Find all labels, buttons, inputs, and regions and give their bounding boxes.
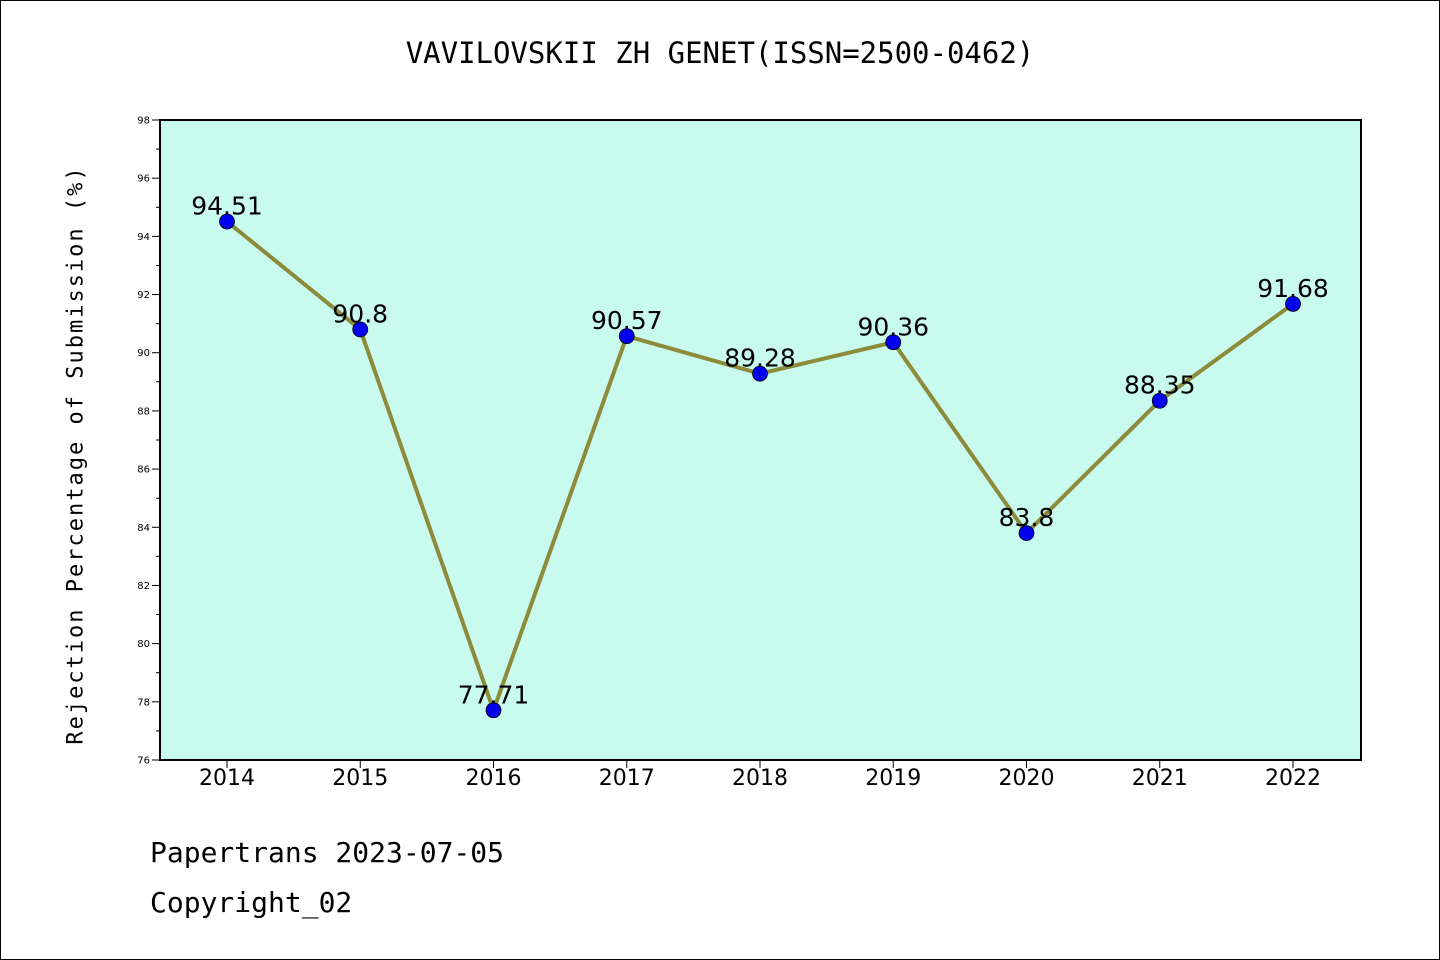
x-tick-label: 2021 — [1132, 766, 1188, 791]
x-tick-label: 2020 — [999, 766, 1055, 791]
data-point — [219, 213, 235, 230]
data-point — [1018, 525, 1035, 541]
plot-area — [159, 119, 1362, 761]
data-label: 94.51 — [191, 192, 263, 221]
y-tick-label: 78 — [137, 697, 150, 708]
data-point — [1151, 392, 1168, 409]
data-label: 83.8 — [999, 503, 1055, 532]
footer-date: Papertrans 2023-07-05 — [150, 836, 505, 869]
data-label: 88.35 — [1124, 371, 1196, 400]
data-point — [885, 334, 902, 351]
y-tick-label: 76 — [137, 756, 150, 767]
y-tick-label: 88 — [137, 406, 150, 417]
x-tick-label: 2022 — [1265, 766, 1321, 791]
x-tick-label: 2017 — [599, 766, 655, 791]
y-axis: 76 78 80 82 84 86 88 90 92 94 96 98 — [137, 116, 160, 767]
x-tick-label: 2016 — [466, 766, 522, 791]
data-label: 90.36 — [857, 312, 929, 341]
y-tick-label: 84 — [137, 523, 150, 534]
y-tick-label: 80 — [137, 639, 150, 650]
y-tick-label: 96 — [137, 174, 150, 185]
data-label: 91.68 — [1257, 274, 1329, 303]
data-label: 77.71 — [458, 680, 530, 709]
x-tick-label: 2018 — [732, 766, 788, 791]
y-tick-label: 86 — [137, 465, 150, 476]
data-point — [352, 321, 369, 338]
chart-title: VAVILOVSKII ZH GENET(ISSN=2500-0462) — [405, 36, 1035, 70]
y-tick-label: 98 — [137, 116, 150, 127]
data-point — [752, 365, 768, 382]
x-tick-label: 2015 — [332, 766, 388, 791]
x-tick-label: 2019 — [865, 766, 921, 791]
data-label: 90.8 — [332, 299, 388, 328]
data-point — [618, 328, 635, 345]
y-tick-label: 82 — [137, 581, 150, 592]
y-tick-label: 94 — [137, 232, 150, 243]
data-label: 90.57 — [591, 306, 663, 335]
data-label: 89.28 — [724, 344, 796, 373]
footer-copyright: Copyright_02 — [150, 886, 353, 919]
data-labels-layer: 94.51 90.8 77.71 90.57 89.28 90.36 83.8 88.35 91… — [191, 192, 1329, 710]
data-point — [1285, 295, 1301, 312]
y-tick-label: 92 — [137, 290, 150, 301]
data-point — [485, 702, 502, 719]
series-layer — [219, 213, 1301, 719]
x-tick-label: 2014 — [199, 766, 255, 791]
x-axis: 2014 2015 2016 2017 2018 2019 2020 2021 2022 — [199, 760, 1321, 791]
y-tick-label: 90 — [137, 348, 150, 359]
